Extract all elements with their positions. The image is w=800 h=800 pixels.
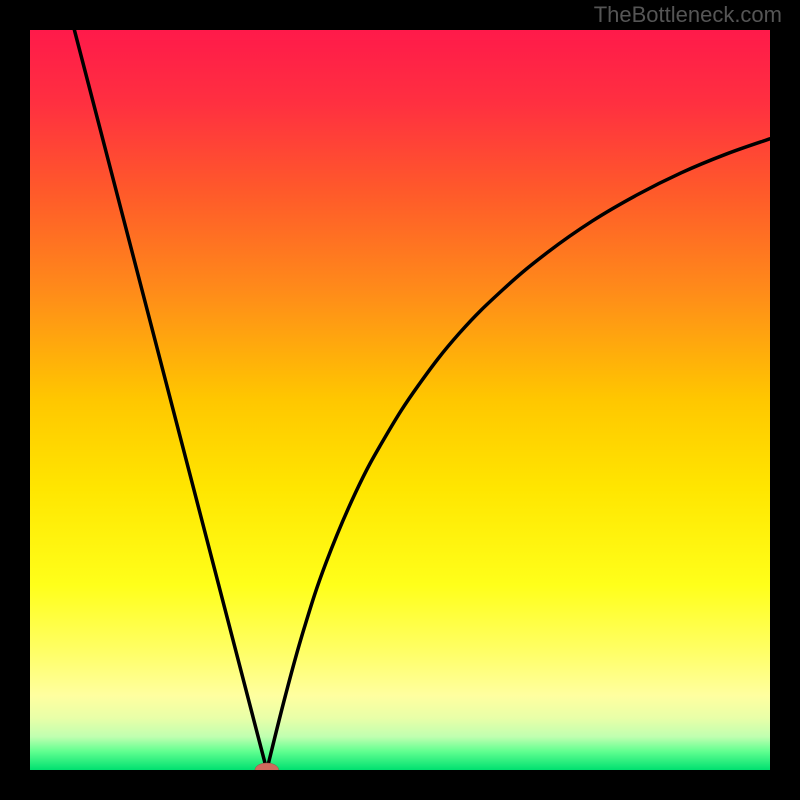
source-attribution-label: TheBottleneck.com (594, 2, 782, 27)
bottleneck-chart: TheBottleneck.com (0, 0, 800, 800)
chart-container: TheBottleneck.com (0, 0, 800, 800)
chart-plot-area (30, 30, 770, 770)
